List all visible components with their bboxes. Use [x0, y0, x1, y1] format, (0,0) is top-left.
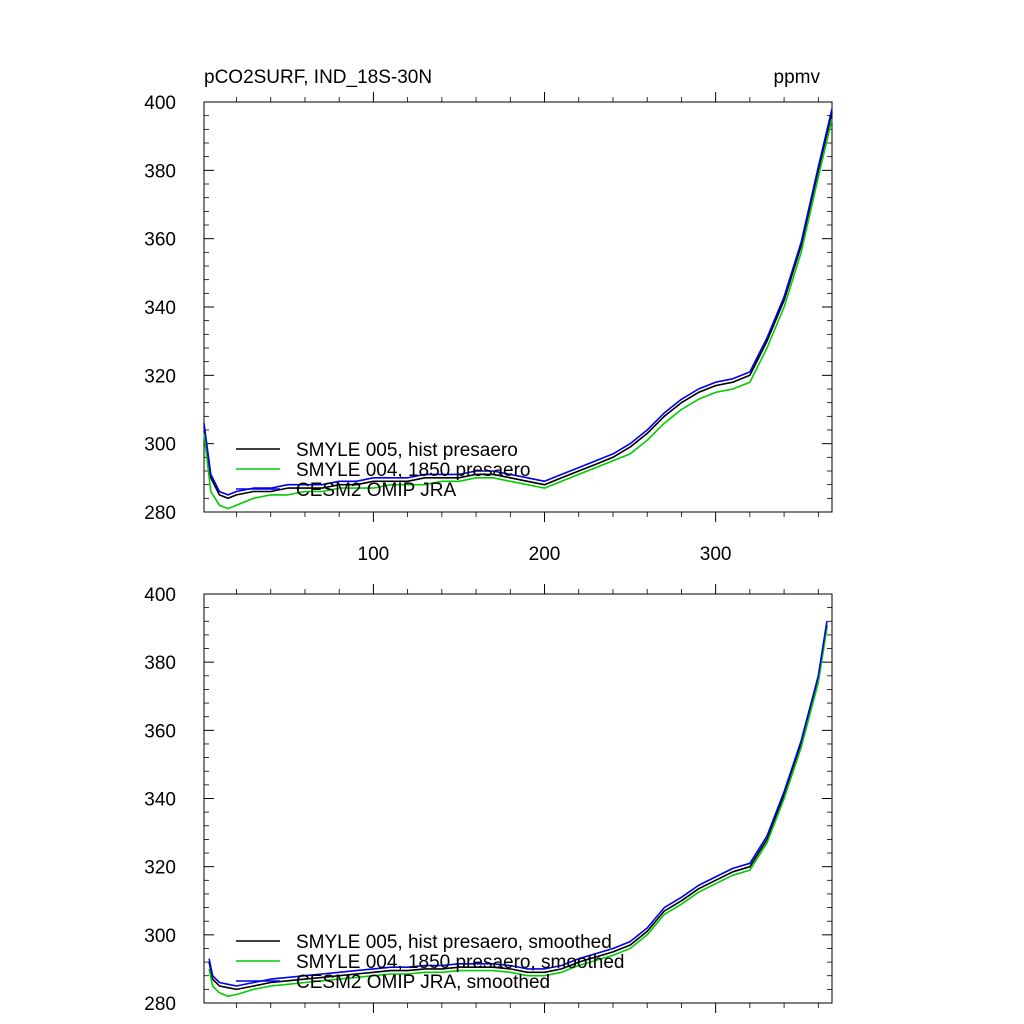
series-line-3 [203, 108, 833, 496]
y-tick-label: 300 [144, 435, 176, 456]
y-tick-label: 340 [144, 298, 176, 319]
units-label: ppmv [774, 67, 821, 88]
panel-bottom: 280 300 320 340 360 380 400 SMYLE 005, hist pre… [144, 584, 833, 1015]
legend-label-2: SMYLE 004, 1850 presaero, smoothed [296, 952, 624, 973]
legend-label-2: SMYLE 004, 1850 presaero [296, 460, 531, 481]
legend-label-1: SMYLE 005, hist presaero [296, 440, 518, 461]
y-tick-label: 400 [144, 585, 176, 606]
y-tick-label: 300 [144, 926, 176, 947]
chart-title: pCO2SURF, IND_18S-30N [204, 67, 432, 88]
y-tick-label: 320 [144, 858, 176, 879]
x-tick-label: 300 [700, 544, 732, 565]
y-tick-label: 340 [144, 790, 176, 811]
legend-label-1: SMYLE 005, hist presaero, smoothed [296, 932, 612, 953]
legend-label-3: CESM2 OMIP JRA, smoothed [296, 972, 550, 993]
y-tick-label: 400 [144, 93, 176, 114]
series-line-3 [208, 621, 828, 987]
y-tick-label: 360 [144, 721, 176, 742]
legend-label-3: CESM2 OMIP JRA [296, 480, 456, 501]
series-line-2 [203, 118, 833, 510]
x-tick-label: 200 [529, 544, 561, 565]
y-tick-label: 380 [144, 653, 176, 674]
panel-top: 280 300 320 340 360 380 400 100 200 300 SMYLE 005,… [144, 92, 833, 565]
y-tick-label: 280 [144, 503, 176, 524]
y-tick-label: 280 [144, 994, 176, 1015]
series-line-2 [208, 627, 828, 998]
y-tick-label: 320 [144, 366, 176, 387]
y-tick-label: 380 [144, 161, 176, 182]
y-tick-label: 360 [144, 230, 176, 251]
x-tick-label: 100 [358, 544, 390, 565]
